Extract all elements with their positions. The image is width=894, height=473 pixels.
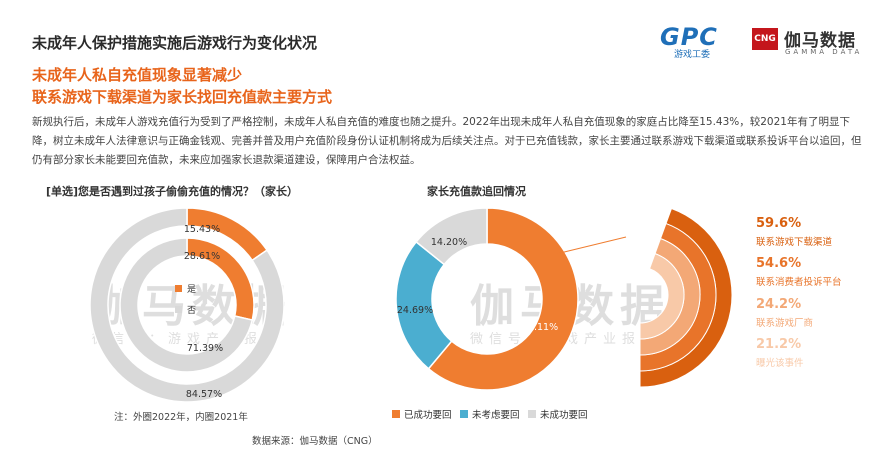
donut-slice-2 (415, 207, 488, 266)
cng-logo-mark: CNG (752, 28, 778, 50)
arc-bar-3 (639, 253, 685, 340)
data-source: 数据来源：伽马数据（CNG） (252, 436, 378, 447)
inner-ring-slice-1 (119, 237, 254, 373)
legend-swatch (392, 410, 400, 418)
bar-value-0: 59.6% (756, 216, 802, 231)
legend-label: 未成功要回 (540, 410, 588, 421)
page-title: 未成年人保护措施实施后游戏行为变化状况 (32, 34, 318, 52)
gpc-logo-caption: 游戏工委 (674, 50, 711, 60)
outer-ring-slice-1 (89, 207, 285, 403)
legend-swatch (528, 410, 536, 418)
legend-item-success: 已成功要回 (392, 407, 452, 421)
outer-slice-label-0: 15.43% (184, 224, 220, 235)
legend-item-failed: 未成功要回 (528, 407, 588, 421)
legend-label: 未考虑要回 (472, 410, 520, 421)
chart-note: 注：外圈2022年，内圈2021年 (114, 412, 248, 423)
inner-slice-label-1: 71.39% (187, 343, 223, 354)
bar-label-2: 联系游戏厂商 (756, 318, 814, 329)
connector-line (555, 236, 627, 255)
legend-swatch-no (175, 306, 182, 313)
donut-label-0: 61.11% (522, 322, 558, 333)
legend-label-no: 否 (187, 305, 196, 316)
headline-2: 联系游戏下载渠道为家长找回充值款主要方式 (32, 88, 333, 106)
cng-logo-name: 伽马数据 (784, 31, 856, 51)
legend-swatch-yes (175, 285, 182, 292)
left-chart-title: [单选]您是否遇到过孩子偷偷充值的情况？（家长） (46, 185, 299, 198)
cng-logo-en: GAMMA DATA (785, 48, 863, 56)
gpc-logo: GPC 游戏工委 (660, 24, 732, 64)
right-chart-title: 家长充值款追回情况 (427, 185, 526, 198)
outer-slice-label-1: 84.57% (186, 389, 222, 400)
bar-value-3: 21.2% (756, 337, 802, 352)
inner-slice-label-0: 28.61% (184, 251, 220, 262)
legend-label: 已成功要回 (404, 410, 452, 421)
headline-1: 未成年人私自充值现象显著减少 (32, 66, 243, 84)
bar-value-1: 54.6% (756, 256, 802, 271)
donut-label-1: 24.69% (397, 305, 433, 316)
bar-value-2: 24.2% (756, 297, 802, 312)
legend-label-yes: 是 (187, 284, 196, 295)
donut-slice-0 (427, 207, 579, 391)
legend-item-not-considered: 未考虑要回 (460, 407, 520, 421)
bar-label-0: 联系游戏下载渠道 (756, 237, 833, 248)
donut-label-2: 14.20% (431, 237, 467, 248)
cng-logo: CNG 伽马数据 GAMMA DATA (752, 26, 872, 62)
gpc-logo-mark: GPC (660, 23, 718, 51)
bar-label-1: 联系消费者投诉平台 (756, 277, 842, 288)
bar-label-3: 曝光该事件 (756, 358, 804, 369)
body-paragraph: 新规执行后，未成年人游戏充值行为受到了严格控制，未成年人私自充值的难度也随之提升… (32, 116, 862, 166)
legend-swatch (460, 410, 468, 418)
